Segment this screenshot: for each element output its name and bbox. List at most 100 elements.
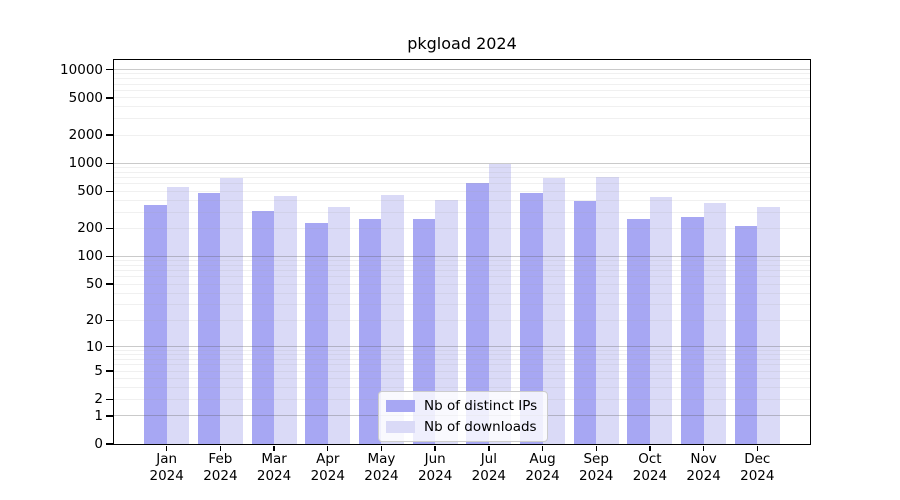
bar-downloads (274, 195, 297, 444)
x-axis-month-label: Aug (529, 451, 556, 467)
x-axis-tick (434, 445, 436, 451)
y-axis-tick (106, 162, 113, 164)
y-axis-tick (106, 415, 113, 417)
y-axis-tick (106, 398, 113, 401)
x-axis-month-label: Jan (156, 451, 178, 467)
bar-distinct-ips (305, 222, 328, 444)
legend-label: Nb of downloads (424, 419, 537, 435)
gridline-minor (113, 83, 811, 85)
y-axis-tick (106, 345, 113, 348)
x-axis-tick (165, 445, 168, 451)
x-axis-month-label: Apr (316, 451, 340, 467)
y-axis-tick (106, 255, 113, 258)
x-axis-tick (219, 445, 222, 451)
bar-distinct-ips (197, 192, 221, 444)
x-axis-year-label: 2024 (686, 467, 721, 484)
gridline-minor (113, 73, 811, 75)
y-axis-tick (106, 97, 113, 99)
x-axis-month-label: Jun (424, 451, 446, 467)
x-axis-tick (380, 445, 383, 451)
bar-distinct-ips (412, 218, 436, 444)
x-axis-year-label: 2024 (471, 467, 507, 484)
gridline-minor (113, 89, 811, 91)
y-axis-tick (106, 227, 113, 230)
bar-downloads (542, 177, 566, 444)
y-axis-tick-label: 1000 (68, 155, 103, 172)
x-axis-month-label: Feb (208, 451, 233, 467)
y-axis-tick (106, 370, 113, 372)
y-axis-tick-label: 20 (85, 312, 103, 329)
legend-item: Nb of distinct IPs (386, 398, 537, 414)
x-axis-year-label: 2024 (149, 467, 184, 484)
x-axis-tick (702, 445, 705, 451)
y-axis-tick (106, 283, 113, 285)
gridline-minor (113, 97, 811, 99)
bar-distinct-ips (573, 201, 597, 444)
gridline-minor (113, 78, 811, 80)
bar-distinct-ips (520, 192, 543, 444)
bar-downloads (327, 206, 351, 444)
gridline-minor (113, 190, 811, 192)
y-axis-tick-label: 1 (94, 407, 103, 424)
legend-item: Nb of downloads (386, 419, 537, 435)
x-axis-year-label: 2024 (740, 467, 775, 484)
legend-swatch (386, 400, 415, 412)
x-axis-tick (327, 445, 329, 451)
bar-downloads (649, 196, 673, 444)
x-axis-month-label: Nov (690, 451, 717, 467)
gridline-minor (113, 118, 811, 120)
y-axis-tick (106, 319, 113, 321)
bar-distinct-ips (251, 211, 275, 444)
y-axis-tick-label: 10 (85, 338, 103, 355)
y-axis-tick-label: 2000 (68, 127, 103, 144)
y-axis-tick-label: 50 (85, 276, 103, 293)
chart-title: pkgload 2024 (407, 34, 517, 53)
gridline-minor (113, 171, 811, 173)
bar-downloads (703, 203, 727, 444)
x-axis-year-label: 2024 (632, 467, 668, 484)
y-axis-tick-label: 5 (94, 363, 103, 380)
gridline-major (113, 69, 811, 71)
gridline-minor (113, 134, 811, 136)
gridline-major (113, 162, 811, 164)
bar-distinct-ips (466, 182, 489, 444)
y-axis-tick (106, 443, 113, 445)
y-axis-tick (106, 134, 113, 136)
gridline-minor (113, 183, 811, 185)
bar-downloads (488, 164, 512, 444)
bar-downloads (757, 206, 780, 444)
x-axis-year-label: 2024 (417, 467, 453, 484)
bar-distinct-ips (734, 225, 758, 444)
gridline-minor (113, 166, 811, 168)
x-axis-tick (273, 445, 275, 451)
x-axis-month-label: Sep (583, 451, 609, 467)
x-axis-month-label: Jul (480, 451, 497, 467)
legend-label: Nb of distinct IPs (424, 398, 538, 414)
x-axis-year-label: 2024 (525, 467, 560, 484)
y-axis-tick-label: 500 (77, 183, 103, 200)
y-axis-tick-label: 10000 (60, 61, 103, 78)
x-axis-tick (541, 445, 544, 451)
gridline-minor (113, 106, 811, 108)
legend-swatch (386, 421, 415, 433)
x-axis-year-label: 2024 (579, 467, 614, 484)
x-axis-tick (488, 445, 490, 451)
bar-downloads (166, 186, 190, 444)
x-axis-year-label: 2024 (203, 467, 238, 484)
x-axis-tick (595, 445, 597, 451)
x-axis-tick (649, 445, 651, 451)
y-axis-tick-label: 100 (77, 248, 103, 265)
bar-distinct-ips (358, 219, 382, 444)
bar-distinct-ips (627, 219, 650, 444)
x-axis-year-label: 2024 (310, 467, 345, 484)
gridline-minor (113, 177, 811, 179)
y-axis-tick-label: 0 (94, 436, 103, 452)
x-axis-year-label: 2024 (256, 467, 292, 484)
bar-distinct-ips (144, 205, 167, 444)
y-axis-tick-label: 5000 (68, 89, 103, 106)
bar-downloads (435, 200, 458, 444)
x-axis-tick (756, 445, 758, 451)
x-axis-month-label: Mar (261, 451, 287, 467)
x-axis-month-label: Dec (744, 451, 771, 467)
